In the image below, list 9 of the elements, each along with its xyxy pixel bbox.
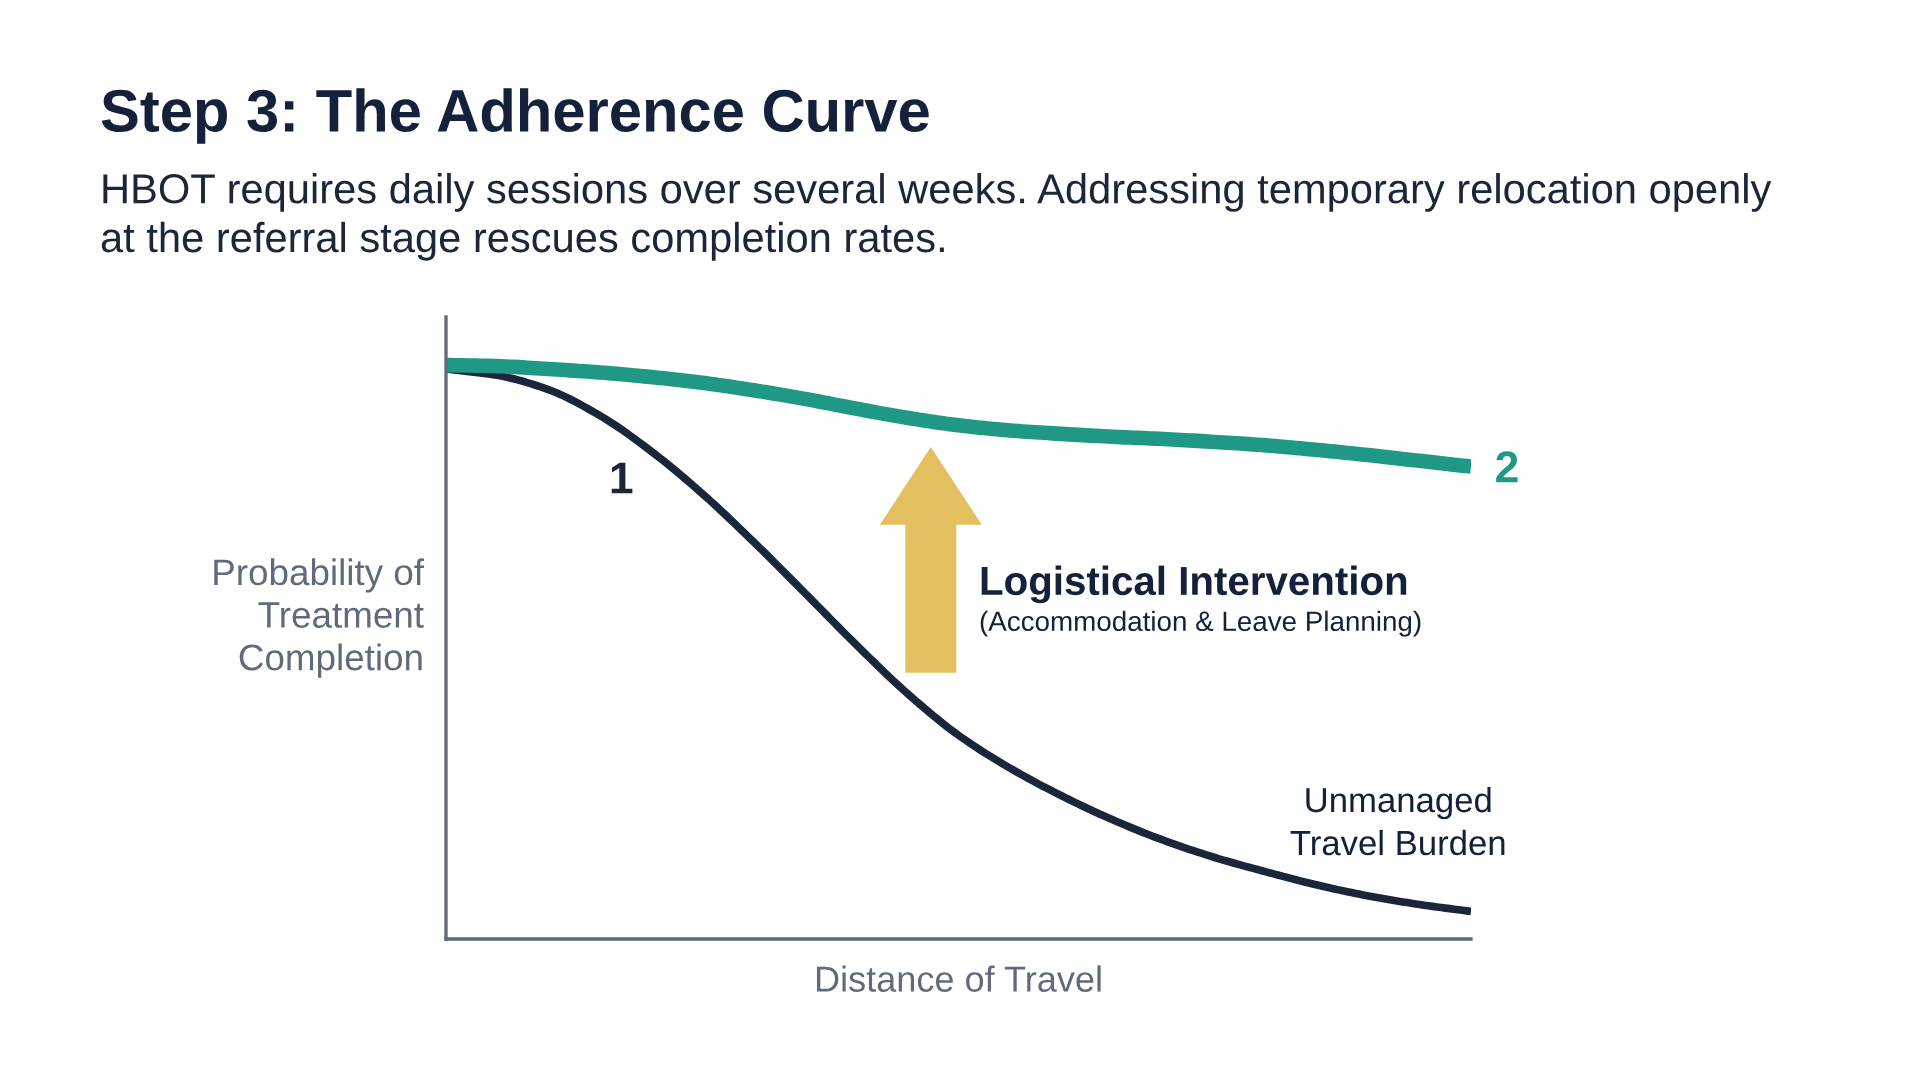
chart-subtitle: HBOT requires daily sessions over several weeks. Addressing temporary relocation openly at the referral stage rescues completion rates. bbox=[101, 173, 1772, 261]
series-label: 1 bbox=[611, 462, 633, 494]
chart-title: Step 3: The Adherence Curve bbox=[101, 88, 929, 144]
annotation: Unmanaged Travel Burden bbox=[1290, 786, 1505, 856]
x-axis-title: Distance of Travel bbox=[816, 965, 1101, 992]
y-axis-title: Probability of Treatment Completion bbox=[214, 558, 425, 678]
annotation: (Accommodation & Leave Planning) bbox=[980, 610, 1421, 637]
series-label: 2 bbox=[1496, 451, 1518, 483]
annotation: Logistical Intervention bbox=[981, 565, 1407, 604]
